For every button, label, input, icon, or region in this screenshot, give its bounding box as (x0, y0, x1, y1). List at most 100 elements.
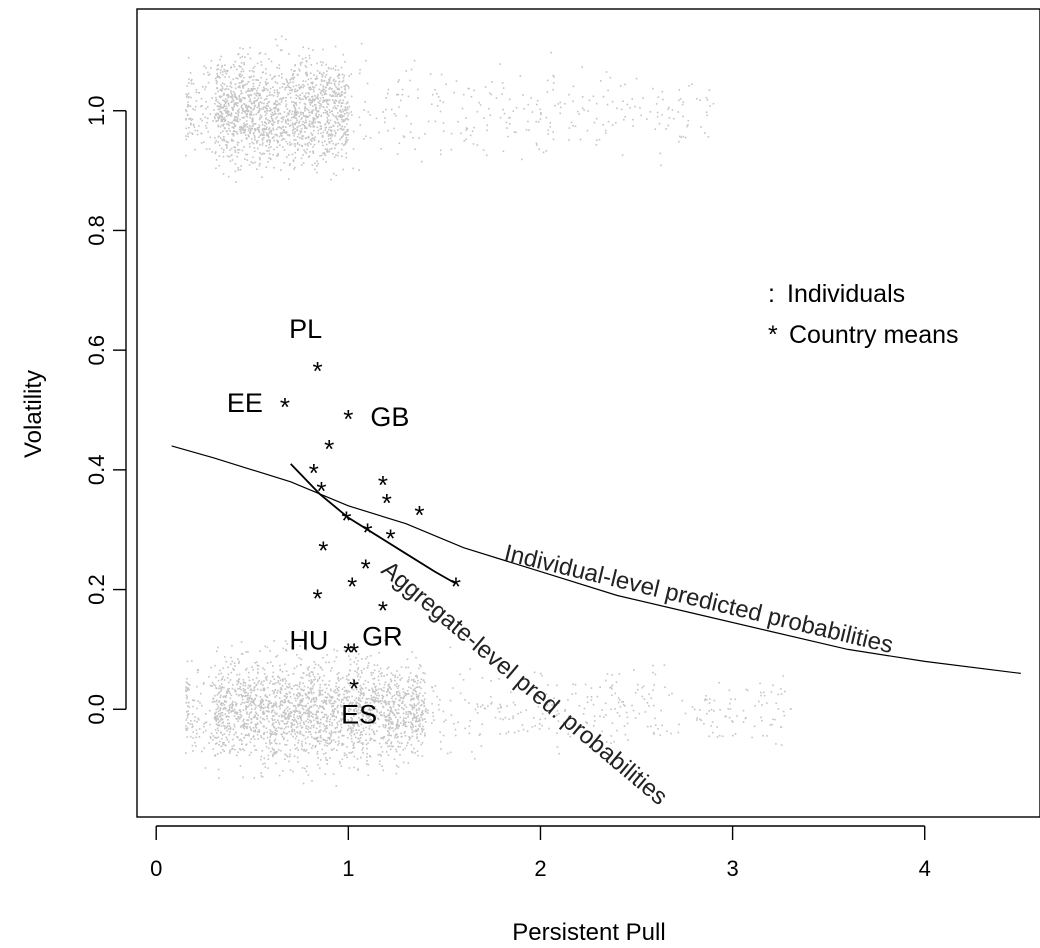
individual-point (342, 135, 344, 137)
individual-point (258, 156, 261, 159)
individual-point (226, 739, 229, 741)
individual-point (218, 75, 220, 78)
individual-point (350, 717, 352, 719)
individual-point (250, 94, 253, 96)
individual-point (624, 116, 626, 118)
individual-point (477, 705, 479, 708)
individual-point (296, 143, 299, 145)
individual-point (306, 765, 308, 768)
individual-point (214, 151, 217, 153)
individual-point (322, 158, 325, 161)
individual-point (719, 709, 721, 711)
individual-point (186, 736, 188, 738)
individual-point (276, 100, 279, 103)
individual-point (263, 668, 266, 671)
individual-point (473, 126, 475, 129)
legend-marker-country-means: * (768, 321, 778, 349)
individual-point (408, 686, 410, 689)
individual-point (246, 159, 249, 161)
individual-point (257, 738, 259, 740)
individual-point (285, 723, 287, 725)
individual-point (240, 99, 243, 101)
individual-point (666, 730, 668, 732)
individual-point (310, 671, 313, 673)
individual-point (315, 737, 318, 739)
individual-point (247, 134, 250, 136)
individual-point (365, 135, 367, 138)
individual-point (310, 111, 312, 114)
individual-point (235, 102, 237, 104)
individual-point (359, 676, 362, 678)
individual-point (192, 82, 195, 85)
individual-point (262, 106, 265, 109)
individual-point (221, 718, 224, 721)
individual-point (288, 712, 290, 715)
individual-point (209, 684, 212, 687)
individual-point (682, 101, 685, 103)
individual-point (396, 693, 398, 695)
individual-point (218, 691, 221, 694)
individual-point (471, 751, 473, 753)
individual-point (252, 85, 255, 88)
individual-point (235, 702, 238, 705)
individual-point (222, 721, 224, 724)
individual-point (682, 115, 684, 118)
individual-point (440, 73, 443, 76)
individual-point (284, 700, 286, 703)
individual-point (280, 716, 283, 718)
individual-point (414, 687, 416, 690)
individual-point (284, 718, 287, 720)
individual-point (240, 126, 243, 129)
individual-point (219, 687, 222, 689)
individual-point (293, 114, 296, 116)
individual-point (226, 99, 229, 102)
individual-point (345, 138, 348, 141)
individual-point (393, 702, 395, 705)
individual-point (262, 763, 264, 765)
individual-point (298, 107, 300, 109)
individual-point (278, 102, 280, 105)
individual-point (390, 672, 393, 674)
individual-point (321, 64, 323, 66)
individual-point (305, 710, 308, 712)
individual-point (220, 712, 222, 714)
individual-point (224, 701, 227, 703)
individual-point (281, 733, 283, 736)
individual-point (377, 717, 379, 720)
individual-point (270, 750, 272, 753)
individual-point (185, 752, 187, 754)
individual-point (412, 693, 415, 695)
individual-point (188, 131, 191, 134)
individual-point (325, 726, 327, 728)
individual-point (271, 94, 273, 96)
individual-point (326, 148, 328, 150)
individual-point (339, 99, 342, 102)
individual-point (333, 90, 336, 92)
individual-point (302, 113, 305, 115)
individual-point (317, 97, 319, 100)
individual-point (277, 154, 279, 157)
individual-point (261, 750, 264, 752)
individual-point (330, 95, 333, 97)
individual-point (373, 739, 375, 742)
individual-point (399, 696, 402, 699)
individual-point (626, 716, 629, 719)
individual-point (350, 734, 353, 737)
individual-point (303, 723, 305, 725)
individual-point (258, 126, 261, 129)
individual-point (352, 709, 355, 712)
individual-point (363, 138, 365, 140)
individual-point (654, 717, 656, 720)
individual-point (223, 704, 226, 706)
individual-point (265, 699, 267, 702)
individual-point (517, 730, 520, 732)
individual-point (240, 738, 242, 741)
individual-point (310, 102, 312, 104)
individual-point (386, 740, 389, 742)
individual-point (574, 692, 577, 695)
individual-point (408, 693, 410, 695)
individual-point (225, 108, 227, 110)
individual-point (286, 722, 288, 725)
individual-point (189, 117, 192, 120)
